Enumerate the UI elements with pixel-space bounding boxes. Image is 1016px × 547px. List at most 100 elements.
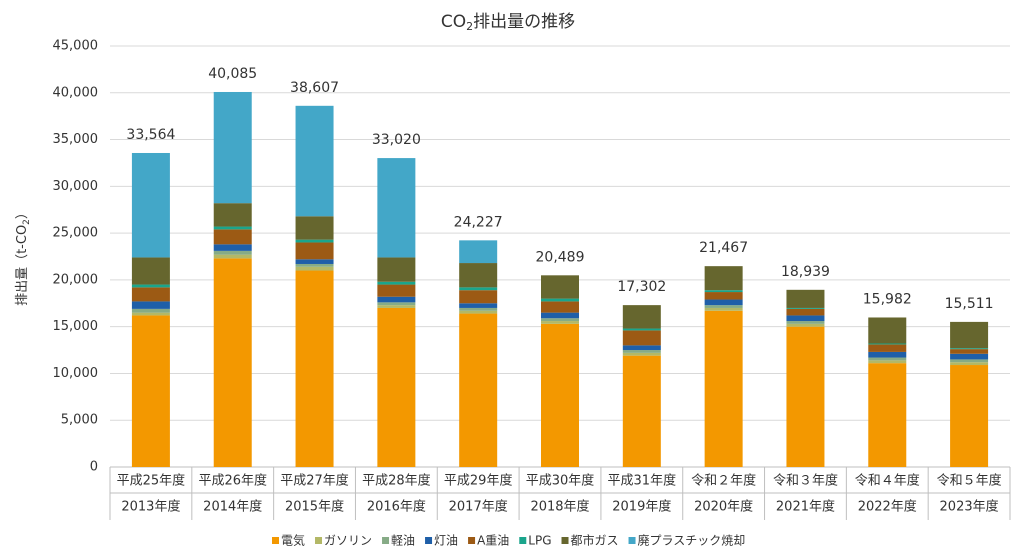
bar-segment [295, 105, 334, 217]
y-axis-label: 排出量（t-CO2） [15, 206, 32, 306]
bar-segment [459, 263, 498, 288]
legend-swatch [628, 537, 636, 544]
bar-segment [868, 343, 907, 345]
bar-segment [786, 326, 825, 467]
bar-segment [213, 229, 252, 245]
bar-segment [541, 321, 579, 324]
x-tick-label: 令和４年度 [855, 473, 920, 489]
y-tick-label: 45,000 [53, 39, 99, 54]
total-label: 15,982 [863, 291, 912, 307]
bar-segment [950, 348, 989, 350]
x-tick-label: 2014年度 [203, 499, 262, 515]
bar-segment [541, 318, 579, 322]
x-tick-label: 平成30年度 [526, 473, 595, 489]
x-tick-label: 平成25年度 [117, 473, 186, 489]
y-tick-label: 30,000 [53, 179, 99, 194]
bar-segment [868, 360, 907, 364]
bar-segment [950, 365, 989, 467]
bar-segment [541, 312, 579, 319]
bar-segment [295, 270, 334, 467]
bar-segment [459, 310, 498, 314]
bar-segment [950, 321, 989, 349]
legend-label: 廃プラスチック焼却 [638, 533, 746, 547]
y-tick-label: 0 [90, 460, 98, 475]
total-label: 40,085 [208, 66, 257, 82]
y-tick-label: 10,000 [53, 366, 99, 381]
legend-label: 電気 [281, 533, 305, 547]
x-tick-label: 2018年度 [530, 499, 589, 515]
bar-segment [950, 359, 989, 363]
bar-segment [295, 259, 334, 264]
x-tick-label: 令和５年度 [937, 473, 1002, 489]
bar-segment [459, 313, 498, 467]
bar-segment [786, 289, 825, 308]
bar-segment [786, 323, 825, 327]
bar-segment [459, 290, 498, 304]
legend-swatch [561, 537, 569, 544]
x-tick-label: 平成27年度 [280, 473, 349, 489]
bar-segment [704, 299, 743, 306]
x-tick-label: 2020年度 [694, 499, 753, 515]
legend-swatch [382, 537, 390, 544]
bar-segment [868, 344, 907, 352]
bar-segment [213, 203, 252, 227]
x-tick-label: 2015年度 [285, 499, 344, 515]
bar-segment [704, 307, 743, 311]
bar-segment [213, 226, 252, 230]
bar-segment [295, 242, 334, 260]
total-label: 17,302 [617, 279, 666, 295]
bar-segment [377, 281, 416, 285]
legend-label: LPG [528, 534, 551, 547]
bar-segment [377, 307, 416, 467]
bar-segment [131, 308, 170, 313]
bar-segment [868, 357, 907, 361]
bar-segment [704, 266, 743, 291]
bar-segment [459, 307, 498, 311]
x-tick-label: 平成26年度 [198, 473, 267, 489]
bar-segment [131, 312, 170, 316]
bar-segment [541, 301, 579, 313]
legend-label: 軽油 [391, 534, 415, 547]
bar-segment [131, 287, 170, 302]
bar-segment [131, 301, 170, 309]
legend-swatch [519, 537, 527, 544]
bar-segment [786, 315, 825, 322]
bar-segment [868, 363, 907, 467]
legend-swatch [315, 537, 323, 544]
x-tick-label: 2019年度 [612, 499, 671, 515]
bar-segment [786, 307, 825, 309]
bar-segment [622, 355, 661, 467]
x-tick-label: 平成31年度 [608, 473, 677, 489]
x-tick-label: 2021年度 [776, 499, 835, 515]
bar-segment [213, 250, 252, 255]
y-tick-label: 20,000 [53, 272, 99, 287]
x-tick-label: 令和３年度 [773, 473, 838, 489]
legend-label: 都市ガス [571, 533, 619, 547]
total-label: 15,511 [945, 296, 994, 312]
bar-segment [295, 239, 334, 243]
bar-segment [377, 305, 416, 308]
bar-segment [213, 254, 252, 259]
total-label: 38,607 [290, 80, 339, 96]
bar-segment [622, 330, 661, 346]
x-tick-label: 2016年度 [367, 499, 426, 515]
bar-segment [622, 328, 661, 331]
legend-label: ガソリン [324, 534, 372, 547]
bar-segment [213, 258, 252, 467]
bar-segment [213, 91, 252, 204]
bar-segment [704, 310, 743, 467]
bar-segment [377, 296, 416, 303]
x-tick-label: 2013年度 [121, 499, 180, 515]
bar-segment [295, 266, 334, 271]
bar-segment [868, 351, 907, 358]
legend-swatch [425, 537, 433, 544]
bar-segment [950, 362, 989, 366]
legend-label: A重油 [477, 534, 509, 547]
bar-segment [541, 275, 579, 299]
bar-segment [622, 345, 661, 351]
x-tick-label: 2017年度 [449, 499, 508, 515]
legend-swatch [272, 537, 279, 544]
x-tick-label: 2023年度 [940, 499, 999, 515]
x-tick-label: 2022年度 [858, 499, 917, 515]
